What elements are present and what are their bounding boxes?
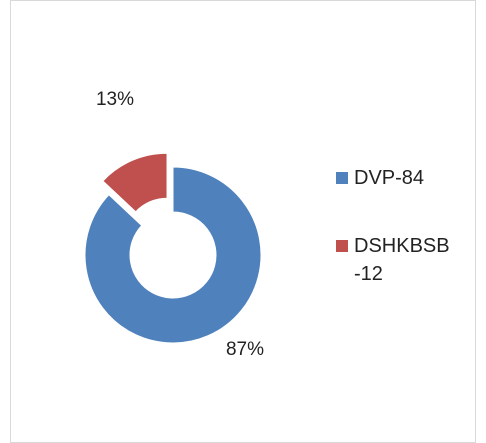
slice [102,152,168,213]
slice [84,166,262,344]
legend-item: DVP-84 [336,164,456,192]
data-label: 13% [96,89,134,110]
legend-swatch [336,172,348,184]
legend-item: DSHKBSB-12 [336,232,456,288]
legend-label: DSHKBSB-12 [354,235,450,285]
legend-swatch [336,240,348,252]
legend-label: DVP-84 [354,167,425,189]
data-label: 87% [226,339,264,360]
